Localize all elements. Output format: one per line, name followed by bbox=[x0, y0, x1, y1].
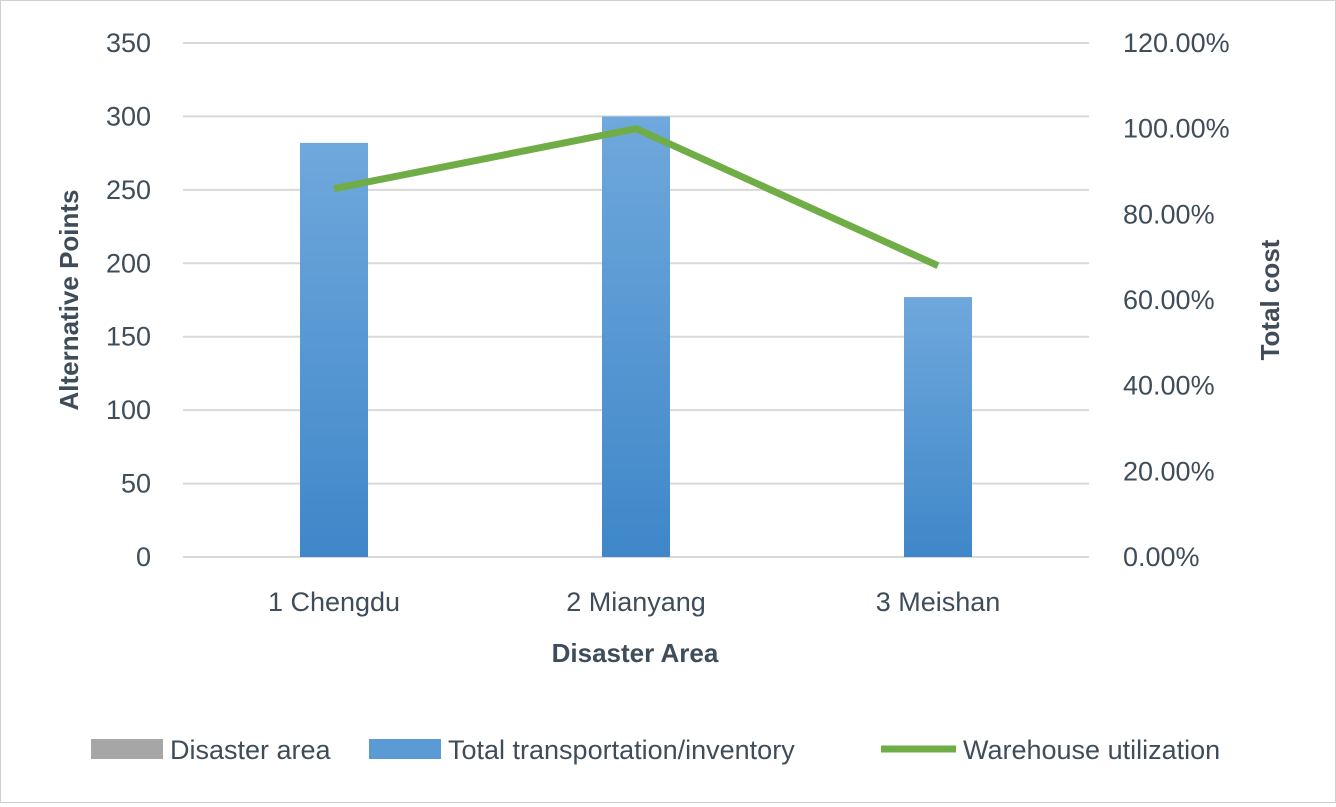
y2-tick-label: 40.00% bbox=[1123, 371, 1215, 401]
bar bbox=[300, 142, 368, 557]
y-tick-label: 50 bbox=[121, 469, 151, 499]
y2-tick-label: 0.00% bbox=[1123, 542, 1200, 572]
legend-label: Disaster area bbox=[170, 735, 332, 765]
line-series bbox=[333, 125, 940, 269]
right-axis-ticks: 0.00% 20.00% 40.00% 60.00% 80.00% 100.00% 120.… bbox=[1123, 28, 1230, 572]
legend: Disaster area Total transportation/invent… bbox=[91, 735, 1220, 765]
y-tick-label: 300 bbox=[106, 101, 151, 131]
y2-tick-label: 120.00% bbox=[1123, 28, 1230, 58]
legend-label: Warehouse utilization bbox=[963, 735, 1220, 765]
x-tick-label: 1 Chengdu bbox=[268, 587, 400, 617]
y-tick-label: 0 bbox=[136, 542, 151, 572]
y-tick-label: 250 bbox=[106, 175, 151, 205]
x-axis-title: Disaster Area bbox=[552, 638, 719, 668]
y-tick-label: 200 bbox=[106, 248, 151, 278]
y-tick-label: 350 bbox=[106, 28, 151, 58]
y2-axis-title: Total cost bbox=[1255, 239, 1285, 360]
y-axis-title: Alternative Points bbox=[54, 189, 84, 410]
y2-tick-label: 20.00% bbox=[1123, 456, 1215, 486]
y-tick-label: 100 bbox=[106, 395, 151, 425]
x-tick-label: 3 Meishan bbox=[876, 587, 1001, 617]
y2-tick-label: 80.00% bbox=[1123, 199, 1215, 229]
bar bbox=[904, 297, 972, 557]
bars bbox=[300, 116, 972, 557]
bar bbox=[602, 116, 670, 557]
line-series-path bbox=[333, 125, 940, 269]
y2-tick-label: 100.00% bbox=[1123, 114, 1230, 144]
legend-label: Total transportation/inventory bbox=[448, 735, 795, 765]
x-axis-ticks: 1 Chengdu 2 Mianyang 3 Meishan bbox=[268, 587, 1000, 617]
legend-swatch bbox=[369, 739, 441, 759]
left-axis-ticks: 0 50 100 150 200 250 300 350 bbox=[106, 28, 151, 572]
legend-swatch bbox=[91, 739, 163, 759]
y-tick-label: 150 bbox=[106, 322, 151, 352]
y2-tick-label: 60.00% bbox=[1123, 285, 1215, 315]
x-tick-label: 2 Mianyang bbox=[566, 587, 706, 617]
